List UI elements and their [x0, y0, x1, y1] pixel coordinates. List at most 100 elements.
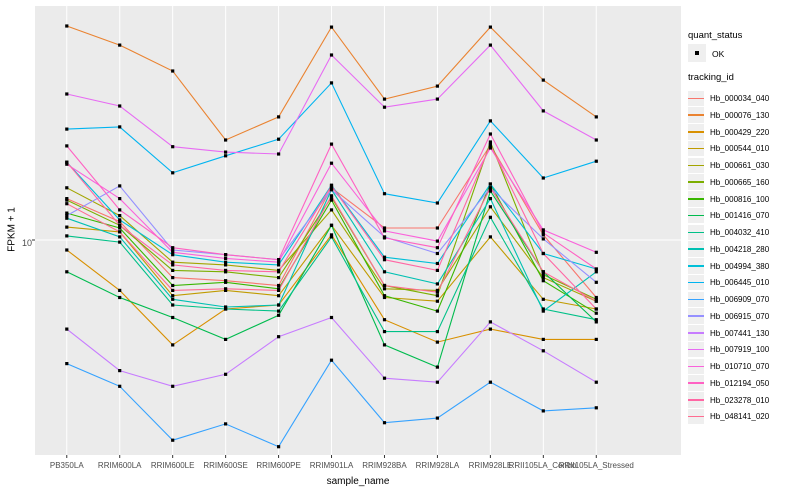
data-point-Hb_004032_410-RRIM600LE[interactable] — [171, 303, 175, 307]
data-point-Hb_012194_050-RRIM928BA[interactable] — [382, 236, 387, 240]
data-point-Hb_004994_380-RRIM928BA[interactable] — [382, 255, 387, 259]
data-point-Hb_023278_010-RRIM928LA[interactable] — [435, 268, 439, 272]
data-point-Hb_012194_050-RRIM928LE[interactable] — [488, 132, 492, 136]
data-point-Hb_000034_040-RRII105LA_Control[interactable] — [541, 233, 545, 237]
data-point-Hb_004994_380-RRIM600PE[interactable] — [277, 263, 281, 267]
data-point-Hb_007441_130-RRIM600LA[interactable] — [118, 369, 122, 373]
data-point-Hb_048141_020-RRIM901LA[interactable] — [329, 194, 334, 198]
legend-item-Hb_006915_070[interactable]: Hb_006915_070 — [688, 308, 800, 325]
data-point-Hb_010710_070-RRIM600LA[interactable] — [118, 197, 122, 201]
data-point-Hb_000076_130-RRII105LA_Stressed[interactable] — [594, 115, 598, 119]
data-point-Hb_012194_050-PB350LA[interactable] — [65, 144, 69, 148]
legend-item-Hb_004032_410[interactable]: Hb_004032_410 — [688, 224, 800, 241]
data-point-Hb_023278_010-RRII105LA_Control[interactable] — [541, 251, 545, 256]
data-point-Hb_000034_040-RRIM600LA[interactable] — [118, 220, 122, 224]
data-point-Hb_000665_160-RRII105LA_Stressed[interactable] — [594, 297, 598, 301]
data-point-Hb_006915_070-RRIM901LA[interactable] — [329, 188, 334, 192]
data-point-Hb_000034_040-RRIM928LA[interactable] — [435, 226, 439, 230]
data-point-Hb_004218_280-RRII105LA_Stressed[interactable] — [594, 270, 598, 274]
data-point-Hb_000429_220-RRIM928LE[interactable] — [488, 327, 492, 331]
data-point-Hb_000665_160-PB350LA[interactable] — [65, 198, 69, 202]
data-point-Hb_023278_010-RRII105LA_Stressed[interactable] — [594, 307, 598, 311]
data-point-Hb_004218_280-RRIM928LA[interactable] — [435, 282, 439, 286]
data-point-Hb_048141_020-RRIM600LA[interactable] — [118, 230, 122, 234]
data-point-Hb_004218_280-RRIM600LA[interactable] — [118, 235, 122, 239]
data-point-Hb_000661_030-RRIM901LA[interactable] — [329, 208, 334, 212]
data-point-Hb_000429_220-RRIM928LA[interactable] — [435, 340, 439, 344]
data-point-Hb_004032_410-RRIM600SE[interactable] — [224, 307, 228, 311]
data-point-Hb_000076_130-RRIM928BA[interactable] — [382, 97, 387, 101]
legend-item-Hb_007919_100[interactable]: Hb_007919_100 — [688, 341, 800, 358]
data-point-Hb_001416_070-RRIM600LA[interactable] — [118, 295, 122, 300]
data-point-Hb_000661_030-RRIM600LA[interactable] — [118, 214, 122, 218]
data-point-Hb_000816_100-RRIM901LA[interactable] — [329, 198, 334, 202]
data-point-Hb_006445_010-RRIM928BA[interactable] — [382, 192, 387, 196]
data-point-Hb_006915_070-RRIM600LE[interactable] — [171, 248, 175, 252]
data-point-Hb_006445_010-RRII105LA_Control[interactable] — [541, 176, 545, 180]
data-point-Hb_007919_100-RRIM600LA[interactable] — [118, 104, 122, 108]
data-point-Hb_006915_070-RRII105LA_Control[interactable] — [541, 237, 545, 241]
data-point-Hb_007919_100-RRIM600LE[interactable] — [171, 145, 175, 149]
data-point-Hb_000429_220-RRIM928BA[interactable] — [382, 318, 387, 322]
data-point-Hb_006909_070-RRIM600LE[interactable] — [171, 438, 175, 442]
data-point-Hb_004032_410-RRIM901LA[interactable] — [329, 235, 334, 239]
data-point-Hb_012194_050-RRIM928LA[interactable] — [435, 246, 439, 250]
data-point-Hb_000034_040-RRIM928BA[interactable] — [382, 226, 387, 230]
legend-item-Hb_004218_280[interactable]: Hb_004218_280 — [688, 241, 800, 258]
data-point-Hb_000544_010-PB350LA[interactable] — [65, 225, 69, 229]
data-point-Hb_007441_130-RRIM928LA[interactable] — [435, 380, 439, 384]
data-point-Hb_001416_070-RRIM600LE[interactable] — [171, 315, 175, 320]
data-point-Hb_000034_040-RRII105LA_Stressed[interactable] — [594, 295, 598, 300]
data-point-Hb_001416_070-RRIM600SE[interactable] — [224, 337, 228, 341]
data-point-Hb_000076_130-RRIM928LE[interactable] — [488, 25, 492, 29]
legend-item-Hb_000661_030[interactable]: Hb_000661_030 — [688, 157, 800, 174]
data-point-Hb_001416_070-RRIM928BA[interactable] — [382, 343, 387, 347]
data-point-Hb_006445_010-RRIM901LA[interactable] — [329, 81, 334, 85]
data-point-Hb_000665_160-RRIM928LE[interactable] — [488, 140, 492, 144]
data-point-Hb_048141_020-PB350LA[interactable] — [65, 202, 69, 206]
data-point-Hb_007441_130-RRII105LA_Control[interactable] — [541, 349, 545, 353]
data-point-Hb_006445_010-RRIM928LE[interactable] — [488, 119, 492, 123]
data-point-Hb_007441_130-RRIM600LE[interactable] — [171, 384, 175, 388]
data-point-Hb_000429_220-RRIM901LA[interactable] — [329, 233, 334, 237]
data-point-Hb_004218_280-RRIM928BA[interactable] — [382, 270, 387, 274]
data-point-Hb_012194_050-RRIM600SE[interactable] — [224, 253, 228, 257]
data-point-Hb_012194_050-RRIM901LA[interactable] — [329, 142, 334, 146]
data-point-Hb_004218_280-RRII105LA_Control[interactable] — [541, 309, 545, 313]
data-point-Hb_010710_070-PB350LA[interactable] — [65, 162, 69, 166]
data-point-Hb_007919_100-RRIM600SE[interactable] — [224, 150, 228, 154]
data-point-Hb_004218_280-PB350LA[interactable] — [65, 216, 69, 220]
data-point-Hb_004032_410-RRIM928BA[interactable] — [382, 330, 387, 334]
data-point-Hb_010710_070-RRIM600PE[interactable] — [277, 260, 281, 264]
data-point-Hb_048141_020-RRIM600SE[interactable] — [224, 287, 228, 291]
data-point-Hb_048141_020-RRIM928BA[interactable] — [382, 283, 387, 288]
data-point-Hb_000661_030-RRIM928LE[interactable] — [488, 205, 492, 209]
data-point-Hb_007441_130-RRIM600PE[interactable] — [277, 335, 281, 339]
data-point-Hb_010710_070-RRIM928LE[interactable] — [488, 146, 492, 150]
legend-item-Hb_000816_100[interactable]: Hb_000816_100 — [688, 191, 800, 208]
data-point-Hb_000076_130-PB350LA[interactable] — [65, 24, 69, 28]
data-point-Hb_004218_280-RRIM600SE[interactable] — [224, 305, 228, 309]
data-point-Hb_000661_030-RRIM928BA[interactable] — [382, 287, 387, 291]
data-point-Hb_010710_070-RRII105LA_Stressed[interactable] — [594, 250, 598, 254]
data-point-Hb_006909_070-RRIM901LA[interactable] — [329, 358, 334, 362]
data-point-Hb_000816_100-RRIM600SE[interactable] — [224, 280, 228, 284]
data-point-Hb_000544_010-RRIM928LE[interactable] — [488, 235, 492, 239]
data-point-Hb_007919_100-RRIM901LA[interactable] — [329, 53, 334, 57]
data-point-Hb_000665_160-RRIM600PE[interactable] — [277, 276, 281, 280]
legend-item-Hb_000076_130[interactable]: Hb_000076_130 — [688, 107, 800, 124]
data-point-Hb_004032_410-RRII105LA_Control[interactable] — [541, 307, 545, 311]
data-point-Hb_004218_280-RRIM600LE[interactable] — [171, 297, 175, 301]
data-point-Hb_006909_070-RRIM600PE[interactable] — [277, 445, 281, 449]
legend-item-Hb_000034_040[interactable]: Hb_000034_040 — [688, 90, 800, 107]
data-point-Hb_007919_100-RRII105LA_Control[interactable] — [541, 109, 545, 113]
data-point-Hb_006915_070-RRIM928LA[interactable] — [435, 251, 439, 256]
data-point-Hb_000076_130-RRIM600LE[interactable] — [171, 69, 175, 73]
data-point-Hb_010710_070-RRIM600LE[interactable] — [171, 250, 175, 254]
data-point-Hb_007919_100-RRIM600PE[interactable] — [277, 152, 281, 156]
data-point-Hb_004032_410-PB350LA[interactable] — [65, 234, 69, 238]
data-point-Hb_000544_010-RRII105LA_Control[interactable] — [541, 297, 545, 301]
data-point-Hb_000816_100-PB350LA[interactable] — [65, 211, 69, 215]
data-point-Hb_006445_010-RRIM928LA[interactable] — [435, 201, 439, 205]
data-point-Hb_007441_130-RRIM928BA[interactable] — [382, 376, 387, 380]
